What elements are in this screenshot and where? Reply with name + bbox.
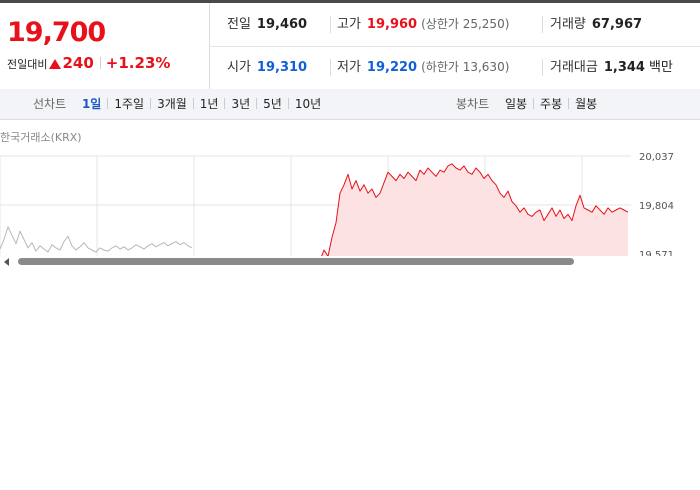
tab-divider (107, 98, 109, 109)
stat-high: 고가 19,960 (상한가 25,250) (337, 3, 509, 46)
lower-limit: (하한가 13,630) (421, 60, 510, 74)
divider (330, 16, 331, 33)
price-summary: 19,700 전일대비 240 +1.23% 전일 19,460 고가 19,960 (상… (0, 3, 700, 90)
tab-divider (256, 98, 258, 109)
tab-line-2[interactable]: 3개월 (157, 97, 187, 111)
series-line-today (321, 163, 629, 256)
stat-prev-close: 전일 19,460 (227, 3, 307, 46)
current-price-box: 19,700 전일대비 240 +1.23% (0, 3, 210, 89)
upper-limit: (상한가 25,250) (421, 17, 510, 31)
candle-chart-title: 봉차트 (456, 97, 490, 111)
line-chart-title: 선차트 (33, 97, 67, 111)
y-tick-label: 19,804 (639, 201, 674, 212)
tab-divider (192, 98, 194, 109)
price-chart-svg: 한국거래소(KRX) 20,037 19,804 19,571 (0, 131, 674, 256)
stat-amount: 거래대금 1,344 백만 (550, 46, 673, 89)
stat-value: 1,344 (603, 60, 645, 75)
divider (542, 16, 543, 33)
line-chart-tabs: 선차트 1일 1주일 3개월 1년 3년 5년 10년 (33, 89, 321, 119)
change-divider (99, 57, 101, 69)
stats-row-2: 시가 19,310 저가 19,220 (하한가 13,630) 거래대금 1,344 백… (210, 46, 700, 89)
tab-divider (568, 98, 570, 109)
tab-divider (533, 98, 535, 109)
stats-grid: 전일 19,460 고가 19,960 (상한가 25,250) 거래량 67,967 … (210, 3, 700, 89)
stat-volume: 거래량 67,967 (550, 3, 642, 46)
stat-value: 19,310 (256, 60, 308, 75)
stat-label: 거래량 (550, 17, 586, 32)
y-tick-label: 19,571 (639, 250, 674, 256)
scroll-left-arrow-icon[interactable] (4, 258, 9, 266)
change-value: 240 (62, 54, 94, 72)
series-line-previous-day (0, 226, 193, 253)
tab-divider (150, 98, 152, 109)
divider (330, 59, 331, 76)
divider (542, 59, 543, 76)
tab-candle-1[interactable]: 주봉 (540, 97, 563, 111)
stat-value: 67,967 (591, 17, 643, 32)
stat-value: 19,960 (366, 17, 418, 32)
tab-line-6[interactable]: 10년 (294, 97, 322, 111)
change-percent: +1.23% (105, 54, 171, 72)
price-chart: 한국거래소(KRX) 20,037 19,804 19,571 (0, 120, 700, 256)
scroll-thumb[interactable] (18, 258, 574, 265)
current-price: 19,700 (7, 17, 106, 48)
series-area-today (320, 163, 628, 256)
stat-value: 19,220 (366, 60, 418, 75)
stat-label: 거래대금 (550, 60, 598, 75)
tab-candle-2[interactable]: 월봉 (575, 97, 598, 111)
tab-line-5[interactable]: 5년 (263, 97, 282, 111)
stat-low: 저가 19,220 (하한가 13,630) (337, 46, 509, 89)
stat-unit: 백만 (648, 60, 673, 75)
tab-line-4[interactable]: 3년 (231, 97, 251, 111)
chart-source-label: 한국거래소(KRX) (0, 131, 82, 144)
tab-line-1[interactable]: 1주일 (114, 97, 145, 111)
tab-divider (287, 98, 289, 109)
tab-divider (224, 98, 226, 109)
change-row: 전일대비 240 +1.23% (7, 54, 170, 72)
stat-open: 시가 19,310 (227, 46, 307, 89)
chart-scrollbar[interactable] (0, 255, 700, 268)
stat-label: 고가 (337, 17, 361, 32)
candle-chart-tabs: 봉차트 일봉 주봉 월봉 (456, 89, 597, 119)
stat-label: 시가 (227, 60, 251, 75)
change-label: 전일대비 (7, 58, 48, 71)
stat-label: 전일 (227, 17, 251, 32)
stat-label: 저가 (337, 60, 361, 75)
top-border (0, 0, 700, 3)
tab-line-3[interactable]: 1년 (199, 97, 219, 111)
tab-line-0[interactable]: 1일 (81, 97, 102, 111)
y-tick-label: 20,037 (639, 152, 674, 163)
stat-value: 19,460 (256, 17, 308, 32)
tab-candle-0[interactable]: 일봉 (504, 97, 528, 111)
up-triangle-icon (49, 59, 62, 69)
stats-row-1: 전일 19,460 고가 19,960 (상한가 25,250) 거래량 67,967 (210, 3, 700, 47)
chart-tabs: 선차트 1일 1주일 3개월 1년 3년 5년 10년 봉차트 일봉 주봉 월봉 (0, 89, 700, 120)
